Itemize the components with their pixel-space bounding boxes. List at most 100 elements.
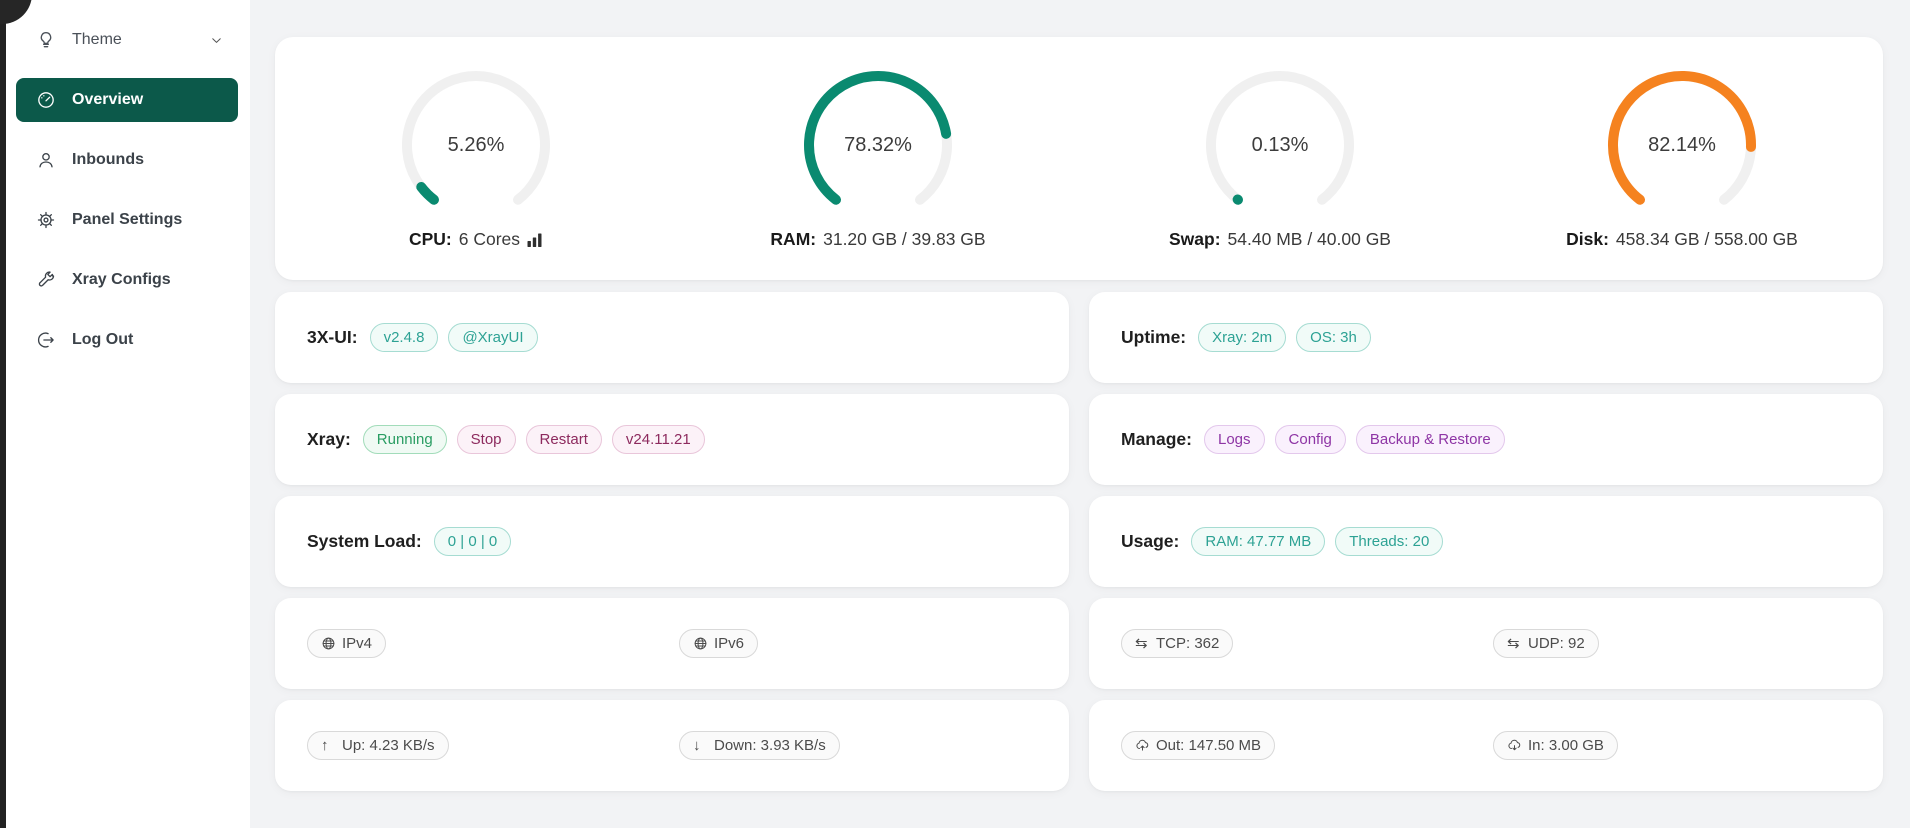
arrow-up-icon: ↑ bbox=[321, 737, 329, 754]
tag-config[interactable]: Config bbox=[1274, 425, 1346, 454]
sidebar-nav: Theme Overview Inbounds Panel Settings Xray … bbox=[6, 18, 250, 362]
logout-icon bbox=[36, 330, 56, 350]
tag-text: Threads: 20 bbox=[1349, 533, 1430, 550]
info-card: Out: 147.50 MB In: 3.00 GB bbox=[1089, 700, 1883, 791]
gauge-caption-value: 458.34 GB / 558.00 GB bbox=[1615, 229, 1798, 249]
usage-label: Usage: bbox=[1121, 531, 1180, 551]
manage-label: Manage: bbox=[1121, 429, 1192, 449]
tag-running: Running bbox=[362, 425, 447, 454]
gauge-percent-swap: 0.13% bbox=[1251, 133, 1309, 156]
system-load-label: System Load: bbox=[307, 531, 422, 551]
tag-down-3-93-kb-s: ↓ Down: 3.93 KB/s bbox=[679, 731, 840, 760]
tag-text: Backup & Restore bbox=[1369, 431, 1491, 448]
tag-text: UDP: 92 bbox=[1528, 635, 1585, 652]
sidebar-item-label: Inbounds bbox=[72, 151, 144, 168]
arrow-down-icon: ↓ bbox=[693, 737, 701, 754]
tag-text: Down: 3.93 KB/s bbox=[714, 737, 826, 754]
info-card-uptime: Uptime: Xray: 2m OS: 3h bbox=[1089, 292, 1883, 383]
sidebar-item-overview[interactable]: Overview bbox=[16, 78, 238, 122]
xray-label: Xray: bbox=[307, 429, 351, 449]
tag-in-3-00-gb: In: 3.00 GB bbox=[1493, 731, 1618, 760]
cpu-history-chart-icon[interactable] bbox=[527, 233, 543, 247]
sidebar-item-label: Panel Settings bbox=[72, 211, 183, 228]
gauge-caption-bold: CPU: bbox=[408, 229, 452, 249]
gauge-swap: 0.13% Swap: 54.40 MB / 40.00 GB bbox=[1079, 37, 1481, 280]
gauge-ring-disk: 82.14% bbox=[1604, 67, 1760, 223]
tag-restart[interactable]: Restart bbox=[525, 425, 602, 454]
tag-text: IPv6 bbox=[714, 635, 745, 652]
gauge-percent-cpu: 5.26% bbox=[447, 133, 505, 156]
tag-text: TCP: 362 bbox=[1156, 635, 1220, 652]
dashboard-icon bbox=[36, 90, 56, 110]
tag-backup-restore[interactable]: Backup & Restore bbox=[1355, 425, 1505, 454]
tag-ipv4[interactable]: IPv4 bbox=[307, 629, 387, 658]
tag-xray-2m: Xray: 2m bbox=[1198, 323, 1287, 352]
sidebar-item-xray-configs[interactable]: Xray Configs bbox=[16, 258, 238, 302]
info-card: ⇆ TCP: 362 ⇆ UDP: 92 bbox=[1089, 598, 1883, 689]
tag-text: In: 3.00 GB bbox=[1528, 737, 1604, 754]
gauge-disk: 82.14% Disk: 458.34 GB / 558.00 GB bbox=[1481, 37, 1883, 280]
gauge-percent-disk: 82.14% bbox=[1648, 133, 1716, 156]
wrench-icon bbox=[36, 270, 56, 290]
gauge-cpu: 5.26% CPU: 6 Cores bbox=[275, 37, 677, 280]
info-card-usage: Usage: RAM: 47.77 MB Threads: 20 bbox=[1089, 496, 1883, 587]
info-card: ↑ Up: 4.23 KB/s ↓ Down: 3.93 KB/s bbox=[275, 700, 1069, 791]
tag-ipv6[interactable]: IPv6 bbox=[679, 629, 759, 658]
tag-out-147-50-mb: Out: 147.50 MB bbox=[1121, 731, 1276, 760]
gauge-caption-disk: Disk: 458.34 GB / 558.00 GB bbox=[1566, 229, 1798, 250]
sidebar-item-label: Theme bbox=[72, 31, 122, 48]
card-half: ⇆ UDP: 92 bbox=[1493, 629, 1865, 658]
tag-ram-47-77-mb: RAM: 47.77 MB bbox=[1191, 527, 1326, 556]
card-half: ↓ Down: 3.93 KB/s bbox=[679, 731, 1051, 760]
gauge-ring-ram: 78.32% bbox=[800, 67, 956, 223]
card-half: In: 3.00 GB bbox=[1493, 731, 1865, 760]
gauge-caption-value: 54.40 MB / 40.00 GB bbox=[1227, 229, 1391, 249]
tag-v2-4-8[interactable]: v2.4.8 bbox=[369, 323, 439, 352]
sidebar-item-inbounds[interactable]: Inbounds bbox=[16, 138, 238, 182]
3x-ui-label: 3X-UI: bbox=[307, 327, 358, 347]
swap-icon: ⇆ bbox=[1135, 635, 1148, 652]
tag-text: @XrayUI bbox=[462, 329, 524, 346]
tag-up-4-23-kb-s: ↑ Up: 4.23 KB/s bbox=[307, 731, 449, 760]
cloud-down-icon bbox=[1507, 738, 1522, 753]
tag-0-0-0: 0 | 0 | 0 bbox=[433, 527, 512, 556]
sidebar-item-label: Overview bbox=[72, 91, 144, 108]
gauge-caption-value: 6 Cores bbox=[458, 229, 521, 249]
user-icon bbox=[36, 150, 56, 170]
tag-text: Config bbox=[1288, 431, 1332, 448]
main-content: 5.26% CPU: 6 Cores 78.32% RAM: 31.20 GB / 3… bbox=[250, 0, 1910, 828]
tag-xrayui[interactable]: @XrayUI bbox=[448, 323, 538, 352]
info-card-manage: Manage: Logs Config Backup & Restore bbox=[1089, 394, 1883, 485]
info-cards-grid: 3X-UI: v2.4.8 @XrayUI Uptime: Xray: 2m OS: 3h… bbox=[275, 292, 1883, 791]
gauge-caption-swap: Swap: 54.40 MB / 40.00 GB bbox=[1169, 229, 1391, 250]
sidebar-item-label: Xray Configs bbox=[72, 271, 171, 288]
tag-logs[interactable]: Logs bbox=[1203, 425, 1265, 454]
tag-stop[interactable]: Stop bbox=[456, 425, 516, 454]
gauge-caption-ram: RAM: 31.20 GB / 39.83 GB bbox=[770, 229, 985, 250]
gauge-percent-ram: 78.32% bbox=[844, 133, 912, 156]
gear-icon bbox=[36, 210, 56, 230]
sidebar-item-theme[interactable]: Theme bbox=[16, 18, 238, 62]
gauge-caption-bold: Swap: bbox=[1169, 229, 1221, 249]
resource-stats-card: 5.26% CPU: 6 Cores 78.32% RAM: 31.20 GB / 3… bbox=[275, 37, 1883, 280]
tag-text: OS: 3h bbox=[1310, 329, 1357, 346]
tag-text: Xray: 2m bbox=[1212, 329, 1273, 346]
tag-udp-92: ⇆ UDP: 92 bbox=[1493, 629, 1599, 658]
tag-v24-11-21[interactable]: v24.11.21 bbox=[611, 425, 705, 454]
sidebar-item-panel-settings[interactable]: Panel Settings bbox=[16, 198, 238, 242]
card-half: ⇆ TCP: 362 bbox=[1121, 629, 1493, 658]
sidebar: Theme Overview Inbounds Panel Settings Xray … bbox=[0, 0, 250, 828]
info-card-xray: Xray: Running Stop Restart v24.11.21 bbox=[275, 394, 1069, 485]
sidebar-item-log-out[interactable]: Log Out bbox=[16, 318, 238, 362]
tag-text: 0 | 0 | 0 bbox=[447, 533, 498, 550]
card-half: IPv6 bbox=[679, 629, 1051, 658]
tag-text: Out: 147.50 MB bbox=[1156, 737, 1262, 754]
tag-text: Stop bbox=[470, 431, 502, 448]
tag-tcp-362: ⇆ TCP: 362 bbox=[1121, 629, 1234, 658]
gauge-caption-cpu: CPU: 6 Cores bbox=[409, 229, 543, 250]
uptime-label: Uptime: bbox=[1121, 327, 1187, 347]
info-card-system-load: System Load: 0 | 0 | 0 bbox=[275, 496, 1069, 587]
tag-text: RAM: 47.77 MB bbox=[1205, 533, 1312, 550]
gauge-caption-bold: RAM: bbox=[770, 229, 817, 249]
info-card: IPv4 IPv6 bbox=[275, 598, 1069, 689]
